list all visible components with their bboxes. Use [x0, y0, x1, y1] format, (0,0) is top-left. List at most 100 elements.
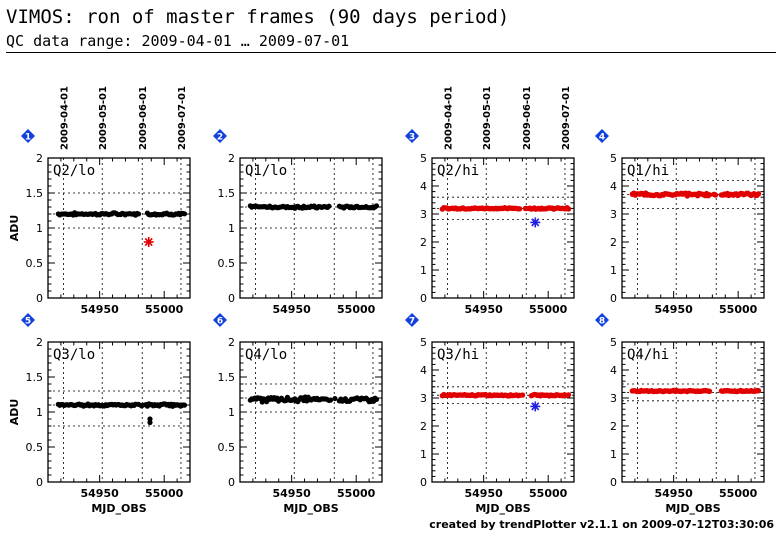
badge-number: 8 — [599, 317, 605, 327]
y-tick-label: 1 — [36, 406, 43, 419]
x-tick-label: 55000 — [719, 487, 758, 500]
y-tick-label: 2 — [610, 236, 617, 249]
plot-frame — [621, 341, 765, 483]
plot-frame — [431, 157, 575, 299]
x-tick-label: 55000 — [719, 303, 758, 316]
y-tick-label: 4 — [420, 364, 427, 377]
x-tick-label: 55000 — [337, 303, 376, 316]
panel-label: Q2/lo — [53, 163, 95, 179]
panel-2: 2 0 0.5 1 1.5 2 54950 55000 Q1/lo — [213, 129, 383, 316]
data-point — [565, 206, 572, 212]
date-tick-label: 2009-07-01 — [561, 86, 572, 150]
panel-badge: 6 — [213, 313, 227, 327]
y-tick-label: 1 — [228, 406, 235, 419]
y-tick-label: 3 — [420, 392, 427, 405]
x-axis-label: MJD_OBS — [475, 502, 530, 515]
date-tick-label: 2009-06-01 — [522, 86, 533, 150]
y-tick-label: 5 — [420, 336, 427, 349]
badge-number: 3 — [409, 133, 415, 143]
footer-credit: created by trendPlotter v2.1.1 on 2009-0… — [429, 518, 774, 531]
y-tick-label: 0.5 — [26, 257, 44, 270]
x-tick-label: 54950 — [464, 487, 503, 500]
badge-number: 5 — [25, 317, 31, 327]
panel-6: 6 0 0.5 1 1.5 2 54950 55000 MJD_OBS Q4/lo — [213, 313, 383, 515]
y-tick-label: 1.5 — [218, 187, 236, 200]
panel-3: 3 0 1 2 3 4 5 54950 55000 Q2/hi 2009-04-01 2009-05-… — [405, 86, 575, 316]
y-tick-label: 2 — [420, 420, 427, 433]
date-tick-label: 2009-04-01 — [59, 86, 70, 150]
y-tick-label: 0.5 — [26, 441, 44, 454]
y-tick-label: 0.5 — [218, 257, 236, 270]
y-tick-label: 4 — [610, 364, 617, 377]
badge-diamond — [21, 129, 35, 143]
outlier-point — [143, 237, 154, 247]
outlier-point — [147, 419, 153, 426]
date-tick-label: 2009-04-01 — [443, 86, 454, 150]
y-tick-label: 3 — [420, 208, 427, 221]
y-tick-label: 1 — [36, 222, 43, 235]
y-tick-label: 2 — [36, 152, 43, 165]
y-tick-label: 1 — [228, 222, 235, 235]
panel-badge: 3 — [405, 129, 419, 143]
data-point — [181, 402, 188, 408]
panel-badge: 1 — [21, 129, 35, 143]
date-tick-label: 2009-06-01 — [138, 86, 149, 150]
x-tick-label: 54950 — [80, 303, 119, 316]
data-point — [706, 388, 713, 395]
date-tick-label: 2009-07-01 — [177, 86, 188, 150]
y-tick-label: 1 — [610, 264, 617, 277]
x-tick-label: 54950 — [272, 487, 311, 500]
badge-diamond — [405, 313, 419, 327]
y-tick-label: 1.5 — [218, 371, 236, 384]
y-tick-label: 0 — [420, 476, 427, 489]
data-point — [755, 388, 762, 394]
page-subtitle: QC data range: 2009-04-01 … 2009-07-01 — [6, 32, 350, 50]
y-tick-label: 0 — [228, 476, 235, 489]
panel-badge: 4 — [595, 129, 609, 143]
y-tick-label: 1 — [610, 448, 617, 461]
y-tick-label: 5 — [610, 336, 617, 349]
y-tick-label: 3 — [610, 208, 617, 221]
data-point — [327, 397, 334, 403]
page-title: VIMOS: ron of master frames (90 days per… — [6, 6, 510, 28]
badge-number: 4 — [599, 133, 605, 143]
y-tick-label: 5 — [610, 152, 617, 165]
y-tick-label: 1.5 — [26, 371, 44, 384]
x-tick-label: 54950 — [654, 487, 693, 500]
outlier-star-core — [533, 220, 538, 225]
outlier-point — [530, 401, 541, 412]
data-point — [332, 395, 338, 402]
y-tick-label: 0 — [228, 292, 235, 305]
panel-8: 8 0 1 2 3 4 5 54950 55000 MJD_OBS Q4/hi — [595, 313, 765, 515]
data-point — [516, 206, 523, 212]
data-point — [565, 392, 572, 398]
outlier-star-core — [146, 239, 151, 245]
data-point — [373, 396, 380, 402]
y-tick-label: 0.5 — [218, 441, 236, 454]
data-point — [135, 211, 142, 217]
panel-label: Q4/lo — [245, 347, 287, 363]
y-tick-label: 0 — [610, 292, 617, 305]
x-tick-label: 54950 — [272, 303, 311, 316]
badge-diamond — [21, 313, 35, 327]
panel-badge: 2 — [213, 129, 227, 143]
panel-badge: 8 — [595, 313, 609, 327]
badge-diamond — [595, 129, 609, 143]
x-tick-label: 55000 — [145, 303, 184, 316]
y-tick-label: 0 — [610, 476, 617, 489]
x-tick-label: 55000 — [529, 303, 568, 316]
date-tick-label: 2009-05-01 — [98, 86, 109, 150]
panel-5: 5 0 0.5 1 1.5 2 54950 55000 ADU MJD_OBS Q3/lo — [8, 313, 191, 515]
data-point — [181, 211, 188, 217]
x-axis-label: MJD_OBS — [283, 502, 338, 515]
outlier-point — [530, 217, 541, 228]
y-tick-label: 3 — [610, 392, 617, 405]
x-axis-label: MJD_OBS — [91, 502, 146, 515]
y-tick-label: 0 — [36, 476, 43, 489]
y-tick-label: 4 — [420, 180, 427, 193]
panel-label: Q2/hi — [437, 163, 479, 179]
x-tick-label: 54950 — [654, 303, 693, 316]
